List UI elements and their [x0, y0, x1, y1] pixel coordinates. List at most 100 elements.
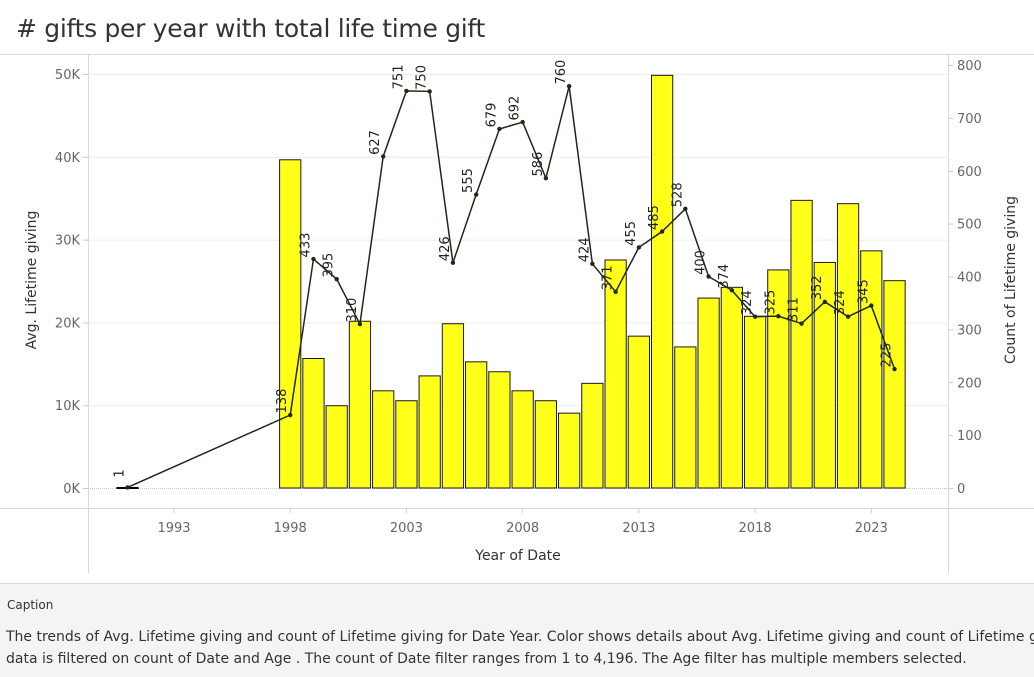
line-data-label: 371	[601, 265, 616, 290]
caption-label: Caption	[7, 598, 54, 612]
bar	[650, 74, 674, 489]
line-data-label: 311	[787, 297, 802, 322]
line-data-label: 760	[554, 60, 569, 85]
line-point	[892, 366, 897, 372]
line-point	[543, 175, 549, 181]
y-right-tick-label: 200	[957, 376, 982, 391]
line-point	[799, 321, 804, 326]
bar	[558, 412, 581, 489]
line-data-label: 627	[368, 130, 383, 155]
y-left-axis: 0K 10K 20K 30K 40K 50K	[55, 68, 88, 497]
line-data-label: 325	[763, 290, 778, 315]
line-data-label: 138	[275, 389, 290, 414]
line-data-label: 586	[531, 152, 546, 177]
bar	[581, 382, 604, 489]
line-point	[776, 313, 781, 319]
line-data-label: 433	[298, 233, 313, 258]
line-point	[450, 260, 456, 265]
caption-panel: Caption The trends of Avg. Lifetime givi…	[0, 583, 1034, 677]
x-tick-label: 2003	[390, 521, 423, 536]
line-data-label: 352	[810, 275, 825, 300]
line-data-label: 555	[461, 168, 476, 193]
line-data-label: 750	[415, 65, 430, 90]
bar	[836, 203, 860, 489]
bar	[511, 390, 534, 489]
line-point	[427, 89, 432, 94]
line-data-label: 485	[647, 205, 662, 230]
line-point	[869, 303, 874, 308]
y-left-tick-label: 20K	[55, 316, 81, 331]
count-line	[127, 85, 896, 489]
bar	[279, 159, 302, 489]
x-tick-label: 1998	[274, 521, 307, 536]
y-right-tick-label: 700	[957, 112, 982, 127]
caption-line: data is filtered on count of Date and Ag…	[6, 651, 967, 667]
line-data-label: 395	[322, 253, 337, 278]
x-axis: 1993 1998 2003 2008 2013 2018 2023	[157, 508, 888, 536]
line-data-label: 225	[880, 343, 895, 368]
line-data-label: 345	[856, 279, 871, 304]
bar	[418, 375, 441, 489]
line-series	[125, 83, 897, 490]
bar	[767, 269, 790, 489]
line-point	[404, 88, 409, 94]
bar	[372, 390, 395, 489]
line-data-label: 324	[833, 290, 848, 315]
line-point	[473, 192, 479, 197]
line-point	[497, 126, 502, 132]
line-data-label: 426	[438, 236, 453, 261]
line-point	[613, 289, 618, 295]
line-point	[125, 485, 130, 490]
x-tick-label: 2023	[855, 521, 888, 536]
y-left-tick-label: 50K	[55, 68, 81, 83]
line-point	[822, 299, 828, 305]
combo-chart: 0K 10K 20K 30K 40K 50K 0 100 200 300 400 500 600 700…	[0, 54, 1034, 573]
y-left-tick-label: 10K	[55, 399, 81, 414]
line-point	[520, 119, 525, 125]
y-left-axis-title: Avg. Lifetime giving	[24, 211, 40, 350]
line-data-label: 1	[113, 469, 128, 477]
bar	[325, 405, 348, 489]
line-data-label: 528	[670, 182, 685, 207]
x-tick-label: 2013	[622, 521, 655, 536]
line-data-label: 400	[694, 250, 709, 275]
x-tick-label: 1993	[157, 521, 190, 536]
line-point	[845, 314, 851, 319]
line-data-label: 424	[577, 237, 592, 262]
y-right-axis: 0 100 200 300 400 500 600 700 800	[948, 59, 982, 497]
bar	[860, 250, 883, 489]
bar	[348, 320, 372, 489]
line-data-label: 374	[717, 264, 732, 289]
y-right-tick-label: 800	[957, 59, 982, 74]
bar-series	[116, 74, 906, 489]
y-right-tick-label: 400	[957, 271, 982, 286]
bar	[395, 400, 418, 489]
bar	[604, 259, 627, 489]
line-point	[288, 412, 293, 418]
line-point	[729, 288, 735, 293]
line-point	[311, 256, 316, 262]
caption-text: The trends of Avg. Lifetime giving and c…	[6, 626, 1034, 670]
x-axis-title: Year of Date	[474, 548, 561, 564]
y-right-tick-label: 300	[957, 323, 982, 338]
x-tick-label: 2008	[506, 521, 539, 536]
bar	[790, 199, 813, 489]
x-tick-label: 2018	[739, 521, 772, 536]
bar	[674, 346, 697, 489]
bar	[883, 280, 906, 489]
line-point	[683, 206, 688, 212]
line-point	[380, 154, 386, 159]
line-data-label: 751	[391, 64, 406, 89]
chart-title: # gifts per year with total life time gi…	[16, 14, 485, 43]
line-data-label: 310	[345, 298, 360, 323]
line-point	[706, 274, 711, 279]
bar	[720, 286, 743, 489]
line-data-label: 324	[740, 290, 755, 315]
caption-line: The trends of Avg. Lifetime giving and c…	[6, 629, 1034, 645]
line-data-label: 692	[508, 96, 523, 121]
y-right-tick-label: 600	[957, 165, 982, 180]
bar	[534, 400, 558, 489]
y-left-tick-label: 30K	[55, 234, 81, 249]
y-left-tick-label: 40K	[55, 151, 81, 166]
bar	[627, 335, 650, 489]
